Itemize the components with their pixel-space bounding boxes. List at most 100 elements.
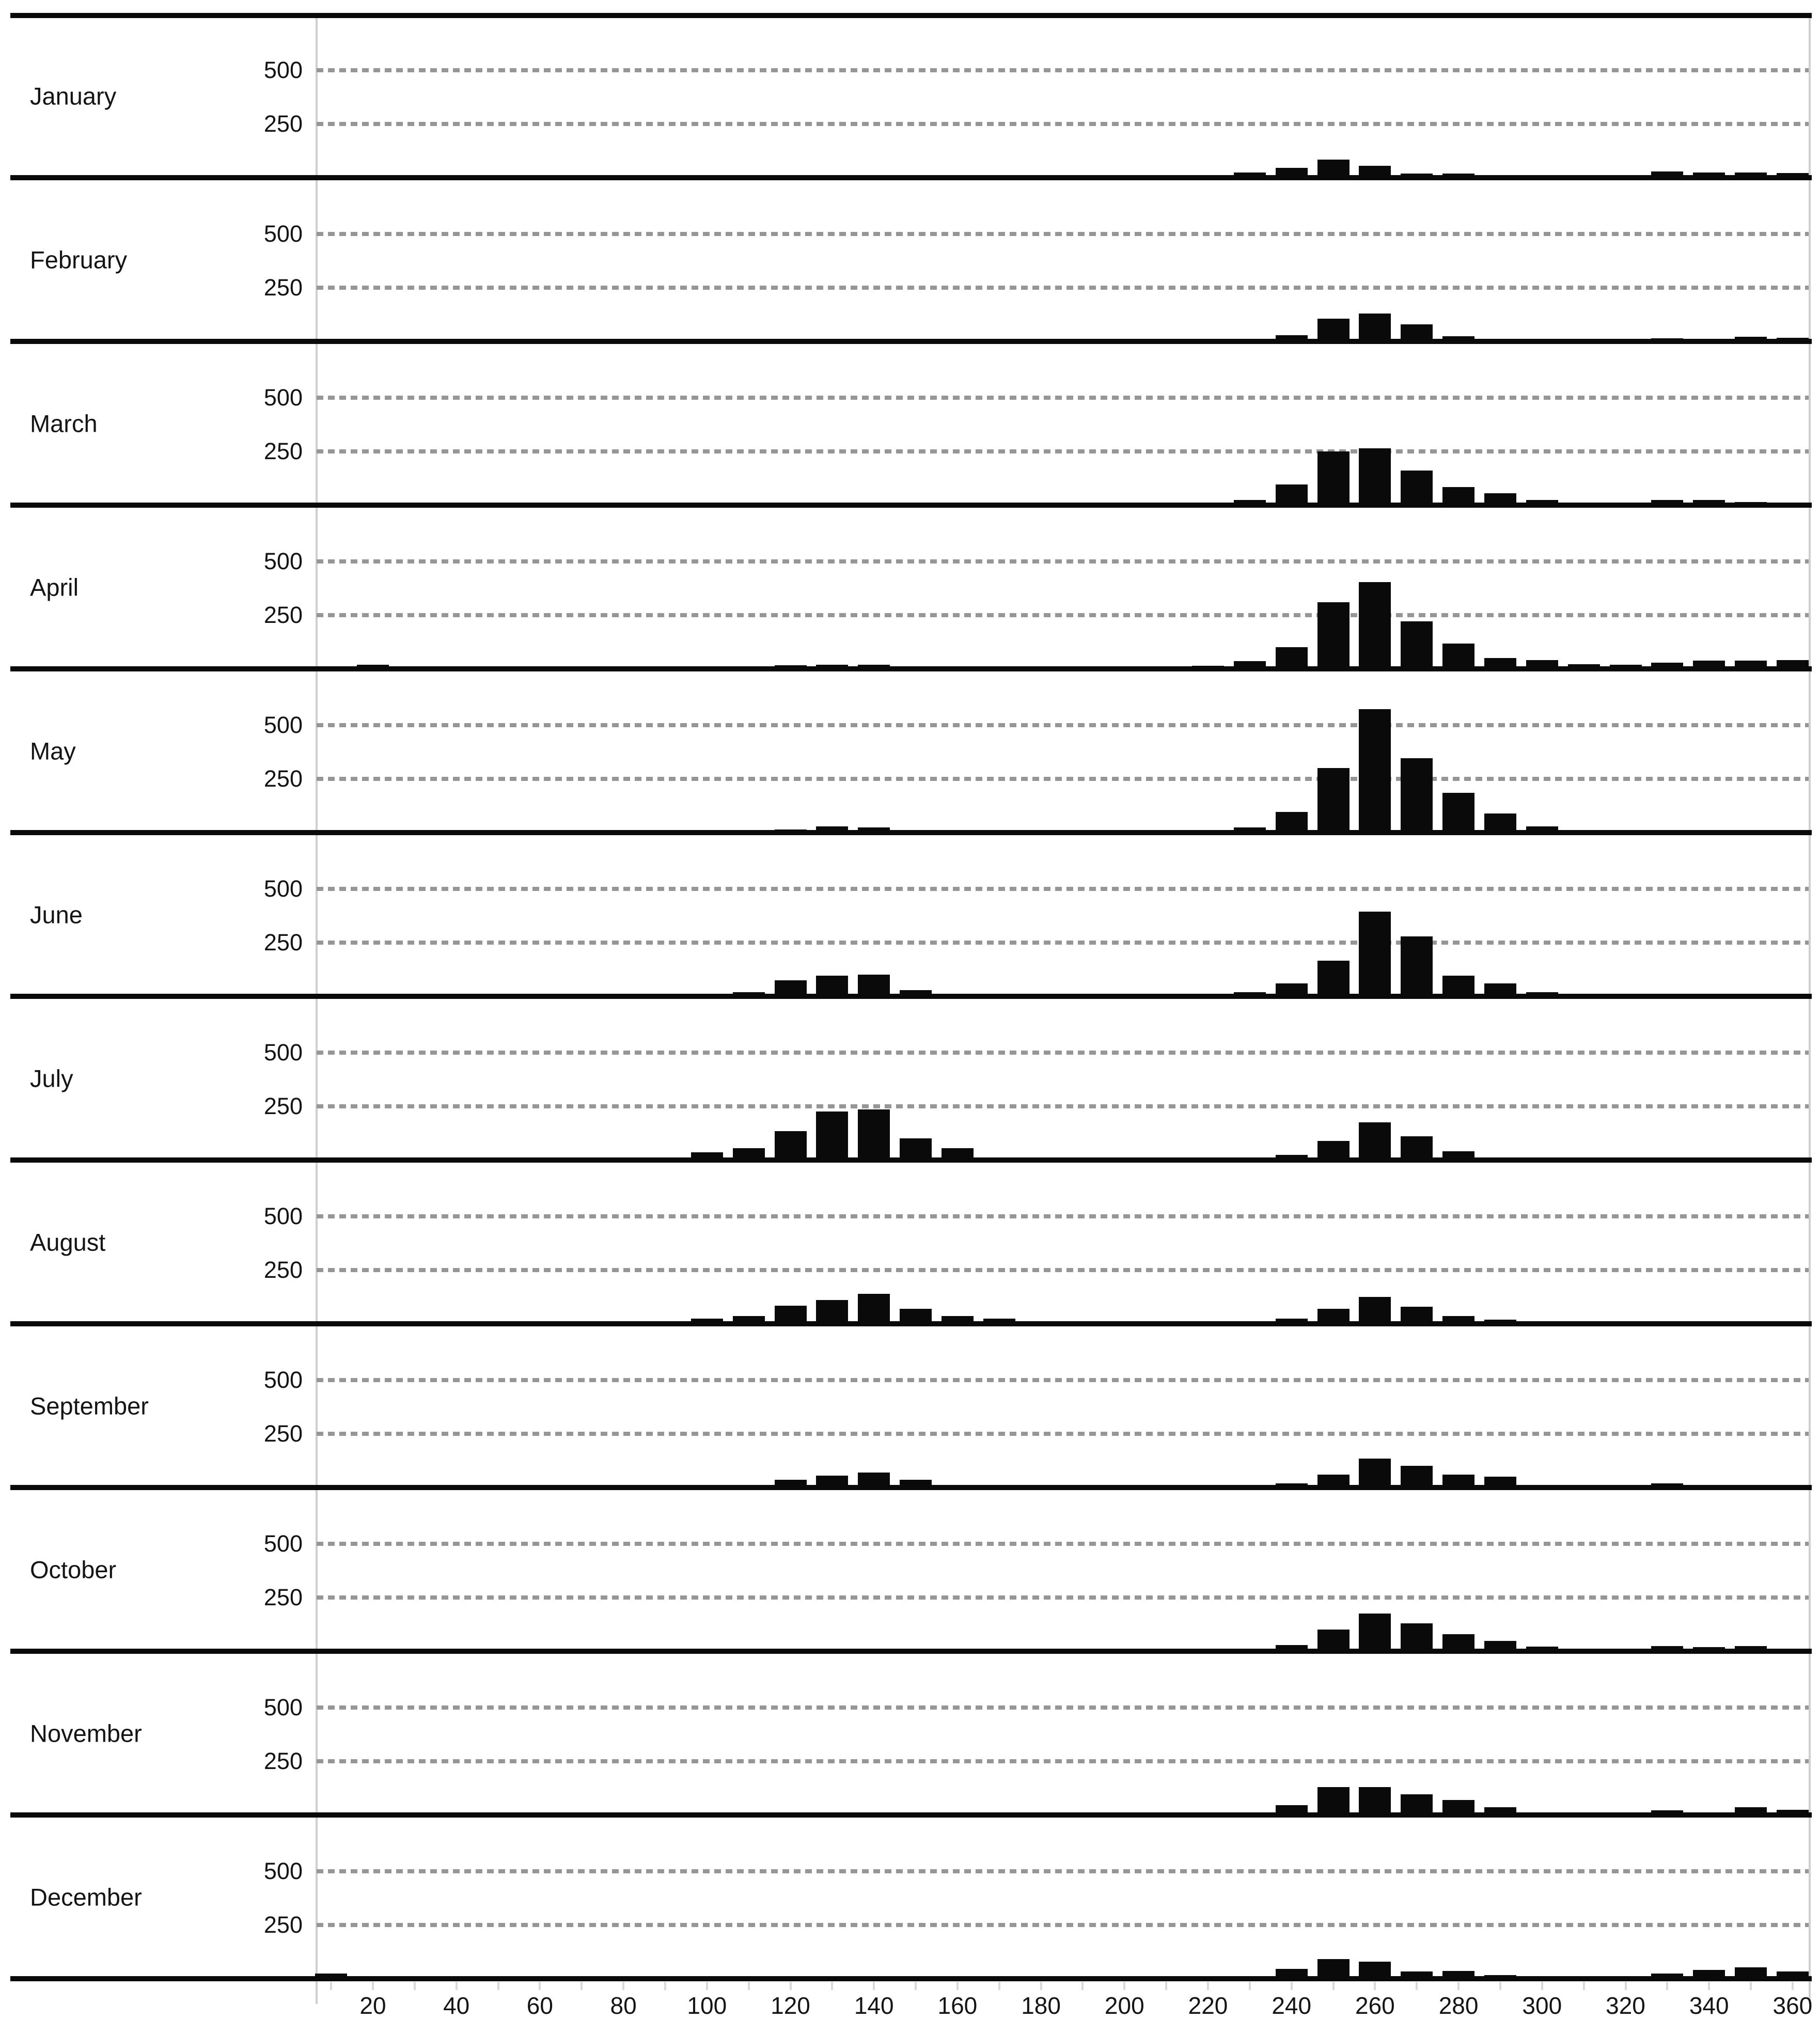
x-tick-mark: [372, 1982, 374, 1990]
gridline-250: [317, 777, 1809, 781]
x-tick-label: 100: [687, 1992, 727, 2019]
chart-top-border: [10, 13, 1812, 18]
y-tick-500: 500: [263, 1203, 303, 1229]
histogram-bar: [858, 1109, 890, 1163]
month-label-october: October: [30, 1556, 117, 1584]
month-label-february: February: [30, 246, 128, 274]
gridline-500: [317, 396, 1809, 400]
histogram-bar: [1359, 709, 1391, 835]
gridline-250: [317, 1268, 1809, 1272]
gridline-250: [317, 449, 1809, 453]
month-label-august: August: [30, 1228, 106, 1256]
x-tick-mark: [1040, 1982, 1042, 1990]
panel-baseline: [10, 339, 1812, 344]
y-tick-250: 250: [263, 1257, 303, 1283]
x-tick-label: 340: [1689, 1992, 1729, 2019]
x-tick-mark: [664, 1982, 666, 1990]
x-tick-label: 320: [1606, 1992, 1645, 2019]
gridline-500: [317, 723, 1809, 727]
x-tick-label: 120: [771, 1992, 810, 2019]
panel-baseline: [10, 1649, 1812, 1654]
y-tick-500: 500: [263, 221, 303, 247]
gridline-500: [317, 1051, 1809, 1055]
x-tick-mark: [1457, 1982, 1460, 1990]
x-tick-label: 180: [1021, 1992, 1061, 2019]
y-tick-250: 250: [263, 1420, 303, 1447]
gridline-250: [317, 941, 1809, 945]
x-tick-label: 60: [526, 1992, 553, 2019]
y-tick-250: 250: [263, 274, 303, 301]
histogram-bar: [1317, 602, 1350, 671]
panel-baseline: [10, 1812, 1812, 1818]
y-tick-500: 500: [263, 548, 303, 574]
x-tick-mark: [455, 1982, 458, 1990]
gridline-250: [317, 1595, 1809, 1600]
x-tick-label: 80: [610, 1992, 637, 2019]
x-tick-mark: [1624, 1982, 1627, 1990]
x-tick-label: 280: [1438, 1992, 1479, 2019]
x-tick-mark: [497, 1982, 499, 1990]
y-tick-250: 250: [263, 765, 303, 792]
x-tick-mark: [998, 1982, 1000, 1990]
histogram-bar: [1317, 768, 1350, 835]
y-tick-500: 500: [263, 875, 303, 902]
y-tick-250: 250: [263, 1912, 303, 1938]
histogram-bar: [858, 1293, 890, 1326]
x-tick-mark: [622, 1982, 625, 1990]
panel-baseline: [10, 1321, 1812, 1326]
histogram-bar: [1442, 793, 1475, 835]
histogram-bar: [1317, 451, 1350, 508]
gridline-500: [317, 559, 1809, 563]
x-tick-mark: [1123, 1982, 1126, 1990]
gridline-250: [317, 613, 1809, 617]
y-tick-500: 500: [263, 1530, 303, 1557]
x-tick-mark: [956, 1982, 959, 1990]
x-tick-mark: [747, 1982, 750, 1990]
x-tick-label: 40: [443, 1992, 470, 2019]
histogram-bar: [1359, 582, 1391, 671]
x-tick-mark: [1541, 1982, 1543, 1990]
y-tick-500: 500: [263, 57, 303, 83]
x-tick-label: 360: [1772, 1992, 1813, 2019]
month-label-may: May: [30, 737, 76, 765]
panel-baseline: [10, 994, 1812, 999]
x-tick-label: 200: [1104, 1992, 1144, 2019]
month-label-september: September: [30, 1392, 149, 1420]
x-tick-label: 160: [937, 1992, 978, 2019]
panel-baseline: [10, 503, 1812, 508]
x-tick-mark: [1416, 1982, 1418, 1990]
month-label-november: November: [30, 1719, 142, 1747]
x-tick-label: 240: [1272, 1992, 1312, 2019]
x-tick-mark: [1708, 1982, 1711, 1990]
histogram-bar: [1359, 448, 1391, 508]
x-tick-mark: [1332, 1982, 1335, 1990]
gridline-250: [317, 286, 1809, 290]
x-tick-label: 260: [1355, 1992, 1395, 2019]
gridline-250: [317, 122, 1809, 126]
x-tick-mark: [915, 1982, 917, 1990]
gridline-500: [317, 68, 1809, 72]
panel-baseline: [10, 830, 1812, 835]
y-tick-250: 250: [263, 1584, 303, 1610]
panel-baseline: [10, 1485, 1812, 1490]
panel-baseline: [10, 1157, 1812, 1163]
x-tick-mark: [1374, 1982, 1376, 1990]
histogram-bar: [1359, 1614, 1391, 1654]
histogram-bar: [816, 1112, 849, 1163]
y-tick-500: 500: [263, 1694, 303, 1720]
histogram-bar: [1401, 621, 1433, 671]
y-tick-500: 500: [263, 712, 303, 738]
x-tick-mark: [831, 1982, 834, 1990]
gridline-500: [317, 1378, 1809, 1382]
x-tick-mark: [1248, 1982, 1251, 1990]
x-tick-mark: [1791, 1982, 1794, 1990]
histogram-bar: [774, 1131, 807, 1163]
x-tick-label: 220: [1188, 1992, 1228, 2019]
plot-right-border: [1809, 13, 1811, 2004]
y-tick-250: 250: [263, 602, 303, 628]
histogram-bar: [1359, 1458, 1391, 1490]
x-tick-mark: [1207, 1982, 1209, 1990]
y-tick-500: 500: [263, 1039, 303, 1066]
histogram-bar: [1359, 911, 1391, 999]
